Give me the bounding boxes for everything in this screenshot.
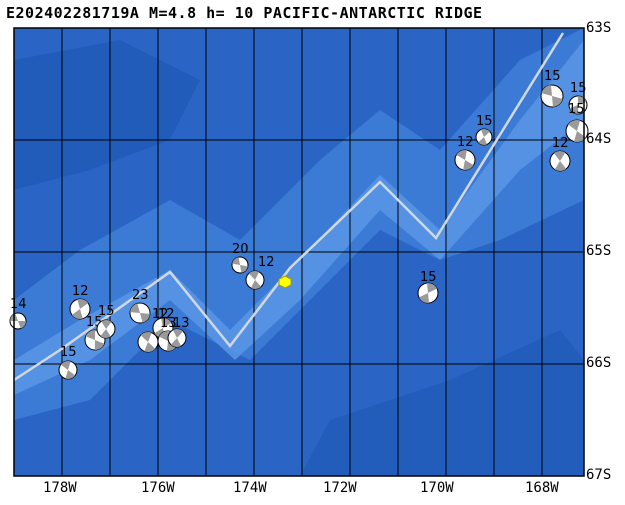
event-depth-label: 12 <box>552 136 569 151</box>
lon-label-178w: 178W <box>43 480 77 496</box>
bathymetry-deep-basin <box>14 40 200 190</box>
ridge-plate-boundary <box>13 32 565 382</box>
lon-label-176w: 176W <box>141 480 175 496</box>
event-depth-label: 23 <box>132 288 149 303</box>
focal-mechanism-beachball: 15 <box>540 69 564 108</box>
focal-mechanism-beachball: 13 <box>167 316 190 348</box>
focal-mechanism-beachball: 15 <box>568 81 588 115</box>
lat-label-64s: 64S <box>586 131 612 147</box>
focal-mechanism-beachball: 12 <box>69 284 91 320</box>
lat-label-65s: 65S <box>586 243 612 259</box>
lon-label-168w: 168W <box>525 480 559 496</box>
event-depth-label: 15 <box>60 345 77 360</box>
lat-label-66s: 66S <box>586 355 612 371</box>
bathymetry-ridge-crest <box>14 40 584 395</box>
lon-label-170w: 170W <box>420 480 454 496</box>
event-depth-label: 15 <box>420 270 437 285</box>
main-event-hexagon <box>278 275 292 289</box>
lon-label-172w: 172W <box>323 480 357 496</box>
event-depth-label: 15 <box>98 304 115 319</box>
focal-mechanism-beachball: 15 <box>96 304 116 339</box>
focal-mechanism-beachball: 20 <box>231 242 249 274</box>
event-depth-label: 15 <box>568 102 585 117</box>
event-depth-label: 13 <box>160 316 177 331</box>
focal-mechanism-beachball: 12 <box>454 135 476 171</box>
focal-mechanism-beachball: 15 <box>417 270 439 304</box>
event-depth-label: 12 <box>158 307 175 322</box>
focal-mechanism-beachball: 15 <box>565 102 589 143</box>
event-depth-label: 15 <box>476 114 493 129</box>
map-title: E202402281719A M=4.8 h= 10 PACIFIC-ANTAR… <box>6 4 483 22</box>
lat-label-67s: 67S <box>586 467 612 483</box>
event-depth-label: 12 <box>72 284 89 299</box>
focal-mechanism-beachball: 15 <box>475 114 493 146</box>
focal-mechanism-beachball: 12 <box>245 255 275 290</box>
event-depth-label: 14 <box>10 297 27 312</box>
event-depth-label: 12 <box>258 255 275 270</box>
map-frame <box>13 27 585 477</box>
event-depth-label: 13 <box>173 316 190 331</box>
lat-label-63s: 63S <box>586 20 612 36</box>
focal-mechanism-beachball: 15 <box>58 345 78 380</box>
event-depth-label: 15 <box>544 69 561 84</box>
event-depth-label: 12 <box>457 135 474 150</box>
event-depth-label: 20 <box>232 242 249 257</box>
event-depth-label: 15 <box>570 81 587 96</box>
bathymetry-deep-basin <box>300 330 584 476</box>
focal-mechanism-beachball: 23 <box>129 288 151 324</box>
focal-mechanism-beachball: 12 <box>549 136 571 172</box>
lon-label-174w: 174W <box>233 480 267 496</box>
graticule <box>14 28 584 476</box>
